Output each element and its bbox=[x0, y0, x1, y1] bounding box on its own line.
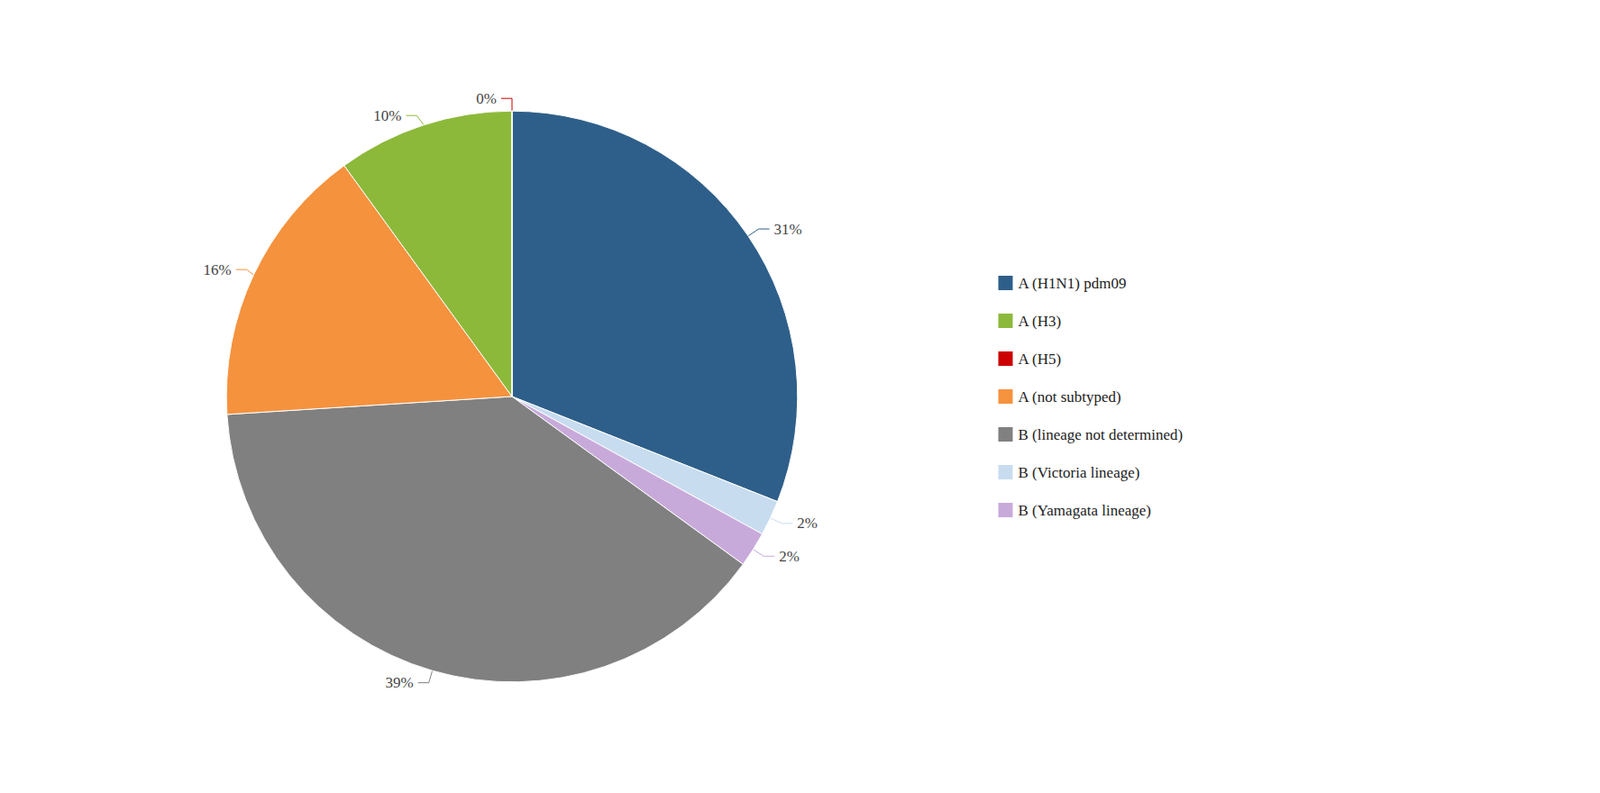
svg-text:B (lineage not determined): B (lineage not determined) bbox=[1018, 426, 1184, 444]
svg-text:0%: 0% bbox=[475, 90, 497, 108]
svg-text:16%: 16% bbox=[203, 261, 232, 279]
svg-text:B (Yamagata lineage): B (Yamagata lineage) bbox=[1018, 502, 1152, 520]
svg-text:A (H3): A (H3) bbox=[1018, 312, 1062, 330]
svg-text:2%: 2% bbox=[796, 514, 818, 532]
svg-text:10%: 10% bbox=[373, 107, 402, 125]
svg-text:31%: 31% bbox=[774, 220, 803, 238]
svg-text:A (not subtyped): A (not subtyped) bbox=[1018, 388, 1122, 406]
svg-text:A (H1N1) pdm09: A (H1N1) pdm09 bbox=[1018, 274, 1127, 293]
svg-text:B (Victoria lineage): B (Victoria lineage) bbox=[1018, 464, 1141, 482]
svg-text:A (H5): A (H5) bbox=[1018, 350, 1062, 368]
svg-text:39%: 39% bbox=[385, 674, 414, 692]
svg-text:2%: 2% bbox=[778, 548, 800, 566]
